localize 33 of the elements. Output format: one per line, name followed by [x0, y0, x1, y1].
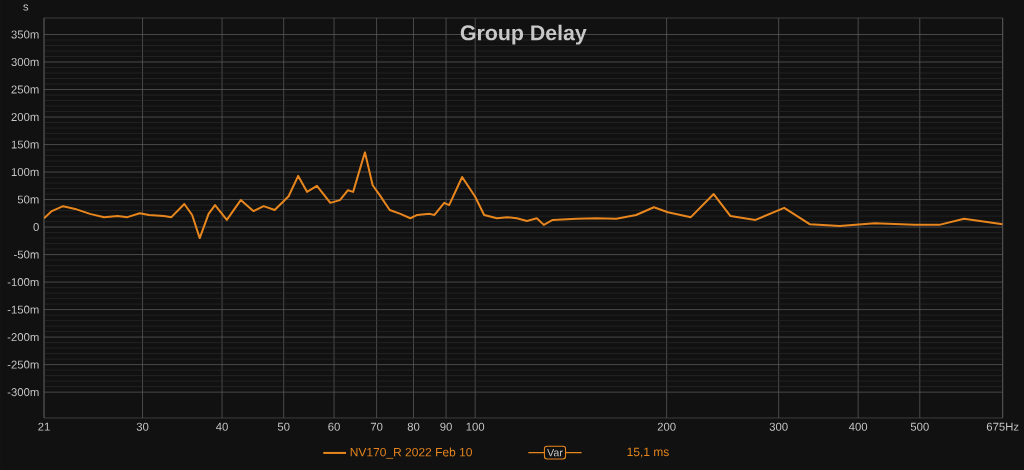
y-tick-label: -300m: [7, 388, 39, 397]
chart-title: Group Delay: [460, 24, 587, 45]
y-tick-label: 150m: [11, 140, 39, 149]
y-axis-title: s: [23, 4, 29, 11]
y-tick-label: -200m: [7, 333, 39, 342]
y-tick-label: 350m: [11, 30, 39, 39]
y-tick-label: 300m: [11, 58, 39, 67]
y-tick-label: 0: [33, 223, 39, 232]
x-tick-label: 30: [136, 422, 149, 431]
x-tick-label: 500: [910, 422, 929, 431]
x-tick-label: 80: [407, 422, 420, 431]
y-tick-label: 200m: [11, 113, 39, 122]
y-tick-label: -250m: [7, 360, 39, 369]
y-tick-label: 50m: [17, 195, 39, 204]
y-tick-label: 100m: [11, 168, 39, 177]
y-tick-label: -100m: [7, 278, 39, 287]
y-tick-label: 250m: [11, 85, 39, 94]
y-tick-label: -150m: [7, 305, 39, 314]
x-tick-label: 50: [277, 422, 290, 431]
x-tick-label: 200: [657, 422, 676, 431]
text: 15,1 ms: [627, 447, 669, 458]
text: Var: [547, 448, 563, 457]
x-tick-label: 70: [370, 422, 383, 431]
x-tick-label: 400: [848, 422, 868, 431]
y-tick-label: -50m: [13, 250, 39, 259]
x-tick-label: 675Hz: [986, 422, 1019, 431]
x-tick-label: 40: [215, 422, 228, 431]
x-tick-label: 300: [769, 422, 788, 431]
x-tick-label: 21: [38, 422, 50, 431]
x-tick-label: 60: [328, 422, 340, 431]
legend-label: NV170_R 2022 Feb 10: [350, 447, 472, 459]
x-tick-label: 90: [440, 422, 452, 431]
x-tick-label: 100: [466, 422, 485, 431]
